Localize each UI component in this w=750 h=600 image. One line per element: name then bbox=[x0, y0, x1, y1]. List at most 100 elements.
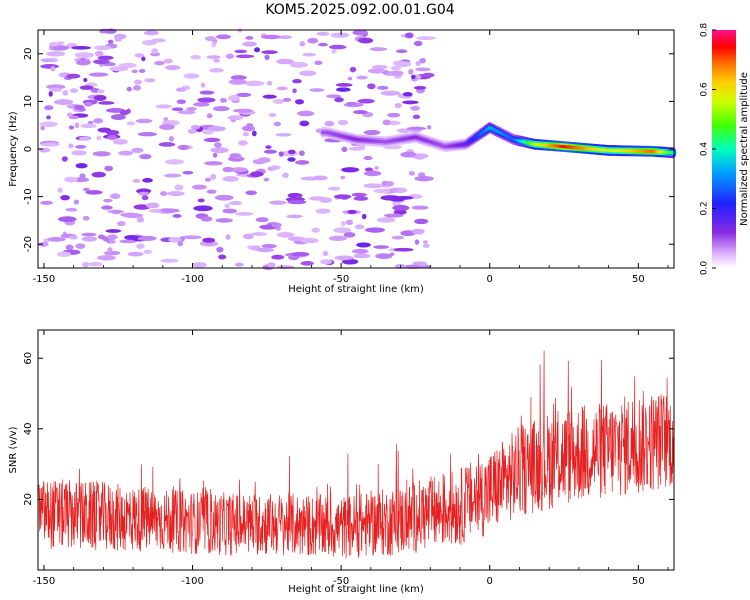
spectrogram-noise-cell bbox=[383, 213, 404, 218]
colorbar-tick-label: 0.6 bbox=[700, 82, 710, 97]
spectrogram-noise-cell bbox=[202, 130, 214, 135]
spectrogram-noise-cell bbox=[348, 146, 366, 151]
spectrogram-noise-cell bbox=[132, 179, 141, 183]
spectrogram-noise-cell bbox=[333, 227, 352, 234]
spectrogram-noise-cell bbox=[415, 61, 422, 66]
spectrogram-noise-cell bbox=[202, 237, 216, 243]
spectrogram-noise-cell bbox=[254, 47, 261, 53]
spectrogram-noise-cell bbox=[427, 125, 432, 130]
spectrogram-noise-cell bbox=[216, 246, 224, 253]
spectrogram-noise-cell bbox=[206, 55, 221, 59]
spectrogram-noise-cell bbox=[265, 145, 272, 149]
figure-title: KOM5.2025.092.00.01.G04 bbox=[265, 2, 454, 18]
spectrogram-noise-cell bbox=[391, 235, 405, 240]
spectrogram-noise-cell bbox=[276, 86, 288, 91]
spectrogram-noise-cell bbox=[107, 247, 113, 254]
spectrogram-noise-cell bbox=[282, 172, 289, 178]
spectrogram-noise-cell bbox=[327, 186, 341, 191]
spectrogram-noise-cell bbox=[46, 84, 66, 90]
spectrogram-noise-cell bbox=[319, 197, 333, 203]
spectrogram-noise-cell bbox=[414, 218, 429, 225]
spectrogram-noise-cell bbox=[75, 144, 87, 149]
spectrogram-noise-cell bbox=[413, 86, 427, 90]
spectrogram-noise-cell bbox=[369, 47, 388, 52]
spectrogram-noise-cell bbox=[85, 190, 103, 195]
spectrogram-noise-cell bbox=[268, 112, 277, 118]
spectrogram-noise-cell bbox=[282, 97, 292, 102]
spectrogram-noise-cell bbox=[53, 99, 74, 106]
spectrogram-noise-cell bbox=[181, 235, 202, 240]
spectrogram-noise-cell bbox=[341, 146, 348, 153]
y-tick-label: 0 bbox=[23, 146, 34, 152]
spectrogram-noise-cell bbox=[292, 88, 297, 94]
spectrogram-noise-cell bbox=[299, 120, 310, 127]
spectrogram-noise-cell bbox=[94, 50, 104, 57]
spectrogram-noise-cell bbox=[207, 125, 226, 132]
spectrogram-noise-cell bbox=[39, 147, 51, 153]
spectrogram-noise-cell bbox=[229, 200, 243, 206]
spectrogram-noise-cell bbox=[93, 94, 107, 101]
spectrogram-noise-cell bbox=[200, 216, 213, 222]
spectrogram-noise-cell bbox=[245, 36, 254, 40]
spectrogram-noise-cell bbox=[164, 64, 181, 71]
spectrogram-noise-cell bbox=[394, 103, 402, 109]
spectrogram-noise-cell bbox=[214, 142, 222, 148]
spectrogram-y-label: Frequency (Hz) bbox=[8, 111, 19, 187]
spectrogram-noise-cell bbox=[185, 107, 197, 111]
x-tick-label: 50 bbox=[632, 274, 645, 285]
spectrogram-noise-cell bbox=[97, 89, 105, 94]
spectrogram-noise-cell bbox=[290, 251, 310, 257]
spectrogram-noise-cell bbox=[155, 104, 173, 109]
spectrogram-noise-cell bbox=[247, 245, 253, 250]
spectrogram-noise-cell bbox=[187, 129, 197, 134]
spectrogram-noise-cell bbox=[419, 57, 426, 64]
spectrogram-noise-cell bbox=[143, 249, 152, 255]
spectrogram-noise-cell bbox=[376, 217, 396, 223]
spectrogram-noise-cell bbox=[375, 253, 393, 259]
spectrogram-noise-cell bbox=[337, 119, 349, 126]
spectrogram-noise-cell bbox=[230, 167, 248, 173]
spectrogram-noise-cell bbox=[242, 132, 250, 137]
spectrogram-noise-cell bbox=[341, 220, 346, 227]
spectrogram-noise-cell bbox=[168, 136, 175, 142]
spectrogram-noise-cell bbox=[142, 178, 153, 183]
spectrogram-noise-cell bbox=[119, 239, 137, 244]
spectrogram-noise-cell bbox=[68, 125, 74, 130]
spectrogram-noise-cell bbox=[65, 244, 74, 251]
spectrogram-noise-cell bbox=[220, 97, 227, 103]
x-tick-label: 0 bbox=[487, 274, 493, 285]
spectrogram-noise-cell bbox=[287, 149, 296, 155]
spectrogram-noise-cell bbox=[334, 255, 354, 261]
spectrogram-noise-cell bbox=[341, 167, 360, 173]
spectrogram-noise-cell bbox=[66, 112, 73, 117]
y-tick-label: 20 bbox=[23, 493, 34, 506]
spectrogram-noise-cell bbox=[334, 97, 344, 103]
spectrogram-noise-cell bbox=[395, 49, 408, 54]
spectrogram-noise-cell bbox=[137, 131, 158, 137]
spectrogram-noise-cell bbox=[276, 58, 294, 65]
spectrogram-noise-cell bbox=[390, 65, 402, 71]
spectrogram-noise-cell bbox=[242, 233, 254, 240]
spectrogram-noise-cell bbox=[225, 234, 231, 240]
snr-series-line bbox=[37, 350, 675, 559]
spectrogram-noise-cell bbox=[57, 251, 72, 257]
spectrogram-noise-cell bbox=[269, 200, 287, 205]
spectrogram-noise-cell bbox=[297, 110, 315, 117]
spectrogram-noise-cell bbox=[328, 235, 348, 241]
spectrogram-noise-cell bbox=[299, 70, 317, 77]
spectrogram-noise-cell bbox=[109, 66, 129, 72]
spectrogram-noise-cell bbox=[400, 230, 416, 237]
spectrogram-noise-cell bbox=[39, 121, 58, 128]
spectrogram-noise-cell bbox=[222, 208, 238, 214]
x-tick-label: -150 bbox=[33, 576, 56, 587]
spectrogram-noise-cell bbox=[255, 217, 269, 223]
spectrogram-noise-cell bbox=[206, 189, 217, 194]
spectrogram-noise-cell bbox=[151, 38, 166, 43]
spectrogram-noise-cell bbox=[393, 195, 414, 200]
spectrogram-noise-cell bbox=[266, 81, 273, 86]
spectrogram-noise-cell bbox=[40, 142, 60, 147]
spectrogram-noise-cell bbox=[159, 124, 175, 130]
spectrogram-noise-cell bbox=[236, 92, 252, 97]
spectrogram-noise-cell bbox=[93, 45, 111, 51]
spectrogram-noise-cell bbox=[380, 90, 401, 96]
